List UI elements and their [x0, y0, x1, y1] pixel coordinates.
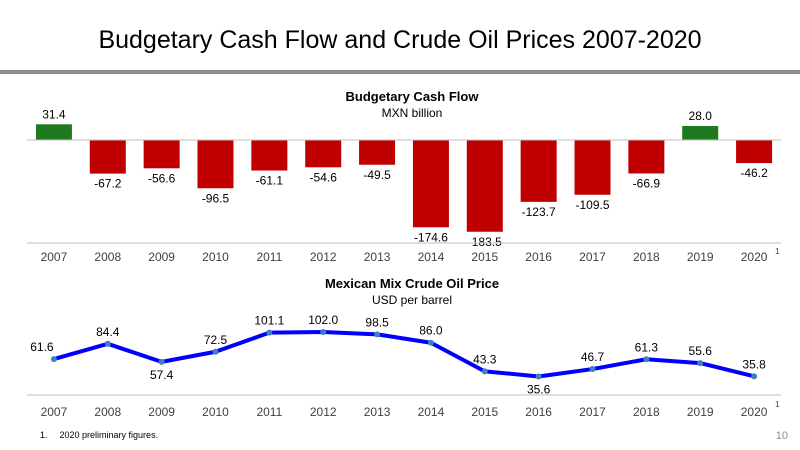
bar-2007 [35, 124, 72, 140]
line-value-label: 98.5 [365, 315, 389, 329]
bar-2011 [251, 140, 288, 171]
bar-x-tick-label: 2011 [256, 250, 282, 264]
line-value-label: 61.6 [30, 340, 54, 354]
line-point-2009 [158, 358, 165, 365]
bar-x-tick-label: 2018 [633, 250, 660, 264]
bar-value-label: 31.4 [42, 107, 66, 121]
bar-2008 [89, 140, 126, 174]
bar-x-tick-label: 2010 [202, 250, 229, 264]
line-x-tick-label: 2008 [94, 405, 121, 419]
bar-2010 [197, 140, 234, 189]
line-point-2018 [643, 356, 650, 363]
bar-2020 [736, 140, 773, 164]
bar-x-tick-label: 2012 [310, 250, 337, 264]
line-value-label: 35.8 [742, 357, 766, 371]
bar-2017 [574, 140, 611, 195]
line-x-tick-label: 2017 [579, 405, 606, 419]
line-point-2007 [50, 356, 57, 363]
bar-2013 [359, 140, 396, 165]
oil-price-line [53, 330, 755, 379]
bar-value-label: -46.2 [740, 166, 768, 180]
bar-value-label: -49.5 [363, 168, 391, 182]
line-tick-note-marker: 1 [775, 400, 780, 409]
bar-value-label: -96.5 [202, 191, 230, 205]
bar-chart-subtitle: MXN billion [382, 106, 443, 120]
bar-2018 [628, 140, 665, 174]
line-point-2015 [481, 368, 488, 375]
bar-value-label: -67.2 [94, 177, 122, 191]
line-point-2008 [104, 340, 111, 347]
bar-x-tick-label: 2013 [364, 250, 391, 264]
footnote-number: 1. [40, 430, 48, 440]
bar-tick-note-marker: 1 [775, 247, 780, 256]
bar-value-label: -56.6 [148, 171, 176, 185]
page-title: Budgetary Cash Flow and Crude Oil Prices… [98, 26, 702, 54]
line-point-2010 [212, 348, 219, 355]
line-x-tick-label: 2018 [633, 405, 660, 419]
line-value-label: 55.6 [689, 344, 713, 358]
bar-2014 [412, 140, 449, 228]
line-x-tick-label: 2009 [148, 405, 175, 419]
bar-chart-title: Budgetary Cash Flow [346, 89, 480, 104]
title-divider [0, 70, 800, 74]
bar-x-tick-label: 2016 [525, 250, 552, 264]
bar-value-label: -109.5 [575, 198, 609, 212]
bar-value-label: -123.7 [522, 205, 556, 219]
bar-value-label: -174.6 [414, 230, 448, 244]
bar-2015 [466, 140, 503, 232]
line-x-tick-label: 2012 [310, 405, 337, 419]
bar-value-label: -61.1 [256, 174, 284, 188]
line-point-2013 [374, 331, 381, 338]
bar-2019 [682, 126, 719, 140]
line-chart-title: Mexican Mix Crude Oil Price [325, 276, 499, 291]
line-value-label: 35.6 [527, 382, 551, 396]
bar-value-label: -183.5 [468, 235, 502, 249]
line-point-2020 [751, 373, 758, 380]
line-x-tick-label: 2011 [256, 405, 282, 419]
bar-x-tick-label: 2014 [418, 250, 445, 264]
line-value-label: 84.4 [96, 325, 120, 339]
bar-value-label: -66.9 [633, 176, 661, 190]
bar-2016 [520, 140, 557, 202]
bar-value-label: -54.6 [310, 170, 338, 184]
line-x-tick-label: 2019 [687, 405, 714, 419]
line-value-label: 57.4 [150, 368, 174, 382]
line-value-label: 86.0 [419, 324, 443, 338]
line-point-2019 [697, 360, 704, 367]
bar-x-tick-label: 2007 [41, 250, 68, 264]
line-x-tick-label: 2013 [364, 405, 391, 419]
line-value-label: 61.3 [635, 340, 659, 354]
line-point-2012 [320, 329, 327, 335]
bar-x-tick-label: 2015 [471, 250, 498, 264]
bar-x-tick-label: 2017 [579, 250, 606, 264]
bar-x-tick-label: 2008 [94, 250, 121, 264]
page-number: 10 [775, 430, 788, 442]
footnote-text: 2020 preliminary figures. [59, 430, 159, 440]
line-point-2014 [427, 339, 434, 346]
line-x-tick-label: 2016 [525, 405, 552, 419]
bar-x-tick-label: 2019 [687, 250, 714, 264]
bar-x-tick-label: 2020 [741, 250, 768, 264]
line-value-label: 101.1 [254, 314, 284, 328]
line-chart-subtitle: USD per barrel [372, 293, 452, 307]
line-point-2017 [589, 366, 596, 373]
line-value-label: 72.5 [204, 333, 228, 347]
line-point-2016 [535, 373, 542, 380]
footnote: 1. 2020 preliminary figures. [40, 430, 158, 440]
bar-x-tick-label: 2009 [148, 250, 175, 264]
bar-2012 [305, 140, 342, 168]
line-x-tick-label: 2010 [202, 405, 229, 419]
line-x-tick-label: 2014 [418, 405, 445, 419]
bar-2009 [143, 140, 180, 169]
line-x-tick-label: 2007 [41, 405, 68, 419]
line-value-label: 102.0 [308, 313, 338, 327]
line-point-2011 [266, 329, 273, 336]
line-x-tick-label: 2020 [741, 405, 768, 419]
line-x-tick-label: 2015 [471, 405, 498, 419]
bar-value-label: 28.0 [689, 109, 713, 123]
line-value-label: 46.7 [581, 350, 605, 364]
line-value-label: 43.3 [473, 352, 497, 366]
